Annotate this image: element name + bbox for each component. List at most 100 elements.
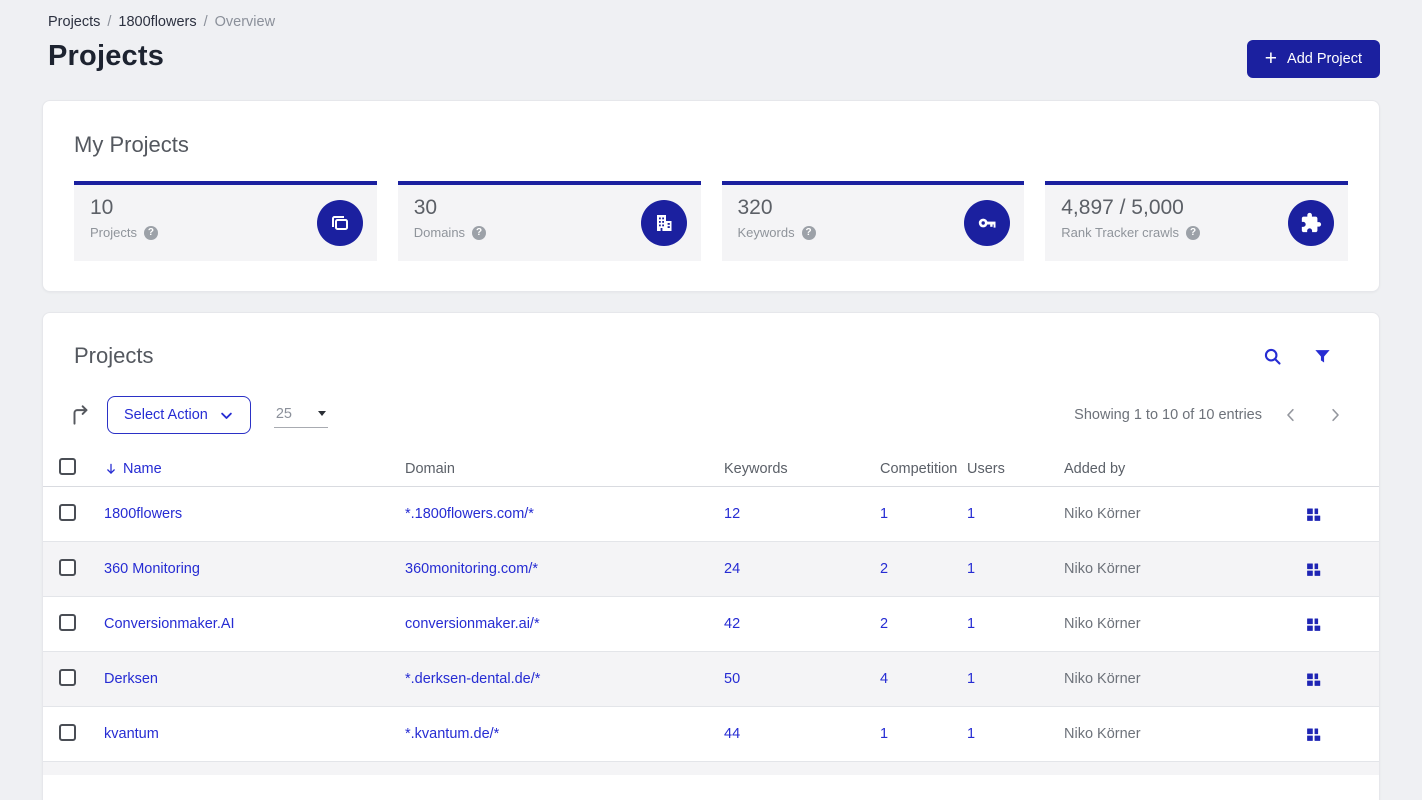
stats-row: 10 Projects ? 30 Domains ? xyxy=(74,181,1348,261)
project-dashboard-icon[interactable] xyxy=(1263,561,1379,578)
users-count[interactable]: 1 xyxy=(967,726,976,742)
column-header-name[interactable]: Name xyxy=(104,461,405,477)
stat-tile-projects: 10 Projects ? xyxy=(74,181,377,261)
table-row: 1800flowers *.1800flowers.com/* 12 1 1 N… xyxy=(43,487,1379,542)
row-checkbox[interactable] xyxy=(59,668,76,686)
users-count[interactable]: 1 xyxy=(967,671,976,687)
help-icon[interactable]: ? xyxy=(801,225,816,240)
table-row: Conversionmaker.AI conversionmaker.ai/* … xyxy=(43,597,1379,652)
my-projects-card: My Projects 10 Projects ? 30 Domains ? xyxy=(42,100,1380,292)
add-project-label: Add Project xyxy=(1287,51,1362,67)
stat-tile-rank-tracker: 4,897 / 5,000 Rank Tracker crawls ? xyxy=(1045,181,1348,261)
breadcrumb-separator: / xyxy=(203,14,208,30)
row-checkbox[interactable] xyxy=(59,503,76,521)
competition-count[interactable]: 4 xyxy=(880,671,889,687)
help-icon[interactable]: ? xyxy=(143,225,158,240)
chevron-right-icon[interactable] xyxy=(1326,406,1344,424)
projects-panel-title: Projects xyxy=(74,343,154,368)
table-row: kvantum *.kvantum.de/* 44 1 1 Niko Körne… xyxy=(43,707,1379,762)
project-dashboard-icon[interactable] xyxy=(1263,616,1379,633)
rank-tracker-puzzle-icon xyxy=(1288,200,1334,246)
plus-icon: + xyxy=(1264,46,1278,70)
add-project-button[interactable]: + Add Project xyxy=(1246,40,1380,78)
added-by-value: Niko Körner xyxy=(1064,506,1141,522)
breadcrumb-separator: / xyxy=(107,14,112,30)
redirect-arrow-icon[interactable] xyxy=(68,402,94,428)
table-header-row: Name Domain Keywords Competition Users A… xyxy=(43,451,1379,487)
competition-count[interactable]: 2 xyxy=(880,561,889,577)
breadcrumb: Projects / 1800flowers / Overview xyxy=(0,0,1422,30)
users-count[interactable]: 1 xyxy=(967,561,976,577)
project-name-link[interactable]: 360 Monitoring xyxy=(104,561,200,577)
partial-next-row xyxy=(43,762,1379,775)
select-action-dropdown[interactable]: Select Action xyxy=(107,396,251,434)
breadcrumb-projects[interactable]: Projects xyxy=(48,14,101,30)
stat-label: Domains xyxy=(413,225,466,240)
competition-count[interactable]: 1 xyxy=(880,726,889,742)
keywords-count[interactable]: 12 xyxy=(724,506,741,522)
keywords-count[interactable]: 44 xyxy=(724,726,741,742)
stat-tile-domains: 30 Domains ? xyxy=(397,181,701,261)
stat-value: 4,897 / 5,000 xyxy=(1061,196,1184,219)
added-by-value: Niko Körner xyxy=(1064,726,1141,742)
project-name-link[interactable]: 1800flowers xyxy=(104,506,183,522)
stat-label: Keywords xyxy=(737,225,795,240)
project-dashboard-icon[interactable] xyxy=(1263,506,1379,523)
keywords-count[interactable]: 50 xyxy=(724,671,741,687)
project-domain-link[interactable]: *.1800flowers.com/* xyxy=(405,506,534,522)
stat-label: Rank Tracker crawls xyxy=(1061,225,1179,240)
row-checkbox[interactable] xyxy=(59,613,76,631)
project-name-link[interactable]: Derksen xyxy=(104,671,158,687)
search-icon[interactable] xyxy=(1262,346,1283,367)
projects-table: Name Domain Keywords Competition Users A… xyxy=(43,451,1379,775)
row-checkbox[interactable] xyxy=(59,723,76,741)
projects-panel: Projects Select Action 25 xyxy=(42,312,1380,800)
stat-value: 320 xyxy=(737,196,773,219)
keywords-count[interactable]: 24 xyxy=(724,561,741,577)
help-icon[interactable]: ? xyxy=(1186,225,1200,240)
competition-count[interactable]: 1 xyxy=(880,506,889,522)
row-checkbox[interactable] xyxy=(59,558,76,576)
keywords-count[interactable]: 42 xyxy=(724,616,741,632)
project-name-link[interactable]: kvantum xyxy=(104,726,159,742)
page-size-select[interactable]: 25 xyxy=(273,403,328,428)
breadcrumb-1800flowers[interactable]: 1800flowers xyxy=(118,14,197,30)
pagination-status: Showing 1 to 10 of 10 entries xyxy=(1074,407,1262,423)
users-count[interactable]: 1 xyxy=(967,616,976,632)
project-name-link[interactable]: Conversionmaker.AI xyxy=(104,616,235,632)
page-size-value: 25 xyxy=(275,405,292,422)
table-row: Derksen *.derksen-dental.de/* 50 4 1 Nik… xyxy=(43,652,1379,707)
project-domain-link[interactable]: *.kvantum.de/* xyxy=(405,726,500,742)
column-header-domain[interactable]: Domain xyxy=(405,460,455,477)
project-domain-link[interactable]: 360monitoring.com/* xyxy=(405,561,538,577)
project-domain-link[interactable]: conversionmaker.ai/* xyxy=(405,616,540,632)
added-by-value: Niko Körner xyxy=(1064,671,1141,687)
project-dashboard-icon[interactable] xyxy=(1263,726,1379,743)
table-row: 360 Monitoring 360monitoring.com/* 24 2 … xyxy=(43,542,1379,597)
caret-down-icon xyxy=(317,411,326,416)
domains-building-icon xyxy=(640,200,687,246)
project-domain-link[interactable]: *.derksen-dental.de/* xyxy=(405,671,541,687)
keywords-key-icon xyxy=(964,200,1011,246)
stat-tile-keywords: 320 Keywords ? xyxy=(721,181,1025,261)
select-action-label: Select Action xyxy=(124,407,208,423)
breadcrumb-overview: Overview xyxy=(214,14,276,30)
chevron-left-icon[interactable] xyxy=(1282,406,1300,424)
chevron-down-icon xyxy=(221,412,232,419)
column-header-keywords[interactable]: Keywords xyxy=(724,460,788,477)
column-header-users[interactable]: Users xyxy=(967,460,1005,477)
stat-label: Projects xyxy=(90,225,137,240)
stat-value: 30 xyxy=(413,196,438,219)
help-icon[interactable]: ? xyxy=(472,225,487,240)
project-dashboard-icon[interactable] xyxy=(1263,671,1379,688)
my-projects-title: My Projects xyxy=(74,132,189,157)
column-header-added-by[interactable]: Added by xyxy=(1064,460,1126,477)
table-body: 1800flowers *.1800flowers.com/* 12 1 1 N… xyxy=(43,487,1379,762)
select-all-checkbox[interactable] xyxy=(59,458,76,475)
column-header-competition[interactable]: Competition xyxy=(880,460,958,477)
competition-count[interactable]: 2 xyxy=(880,616,889,632)
filter-icon[interactable] xyxy=(1313,347,1332,366)
added-by-value: Niko Körner xyxy=(1064,616,1141,632)
added-by-value: Niko Körner xyxy=(1064,561,1141,577)
users-count[interactable]: 1 xyxy=(967,506,976,522)
